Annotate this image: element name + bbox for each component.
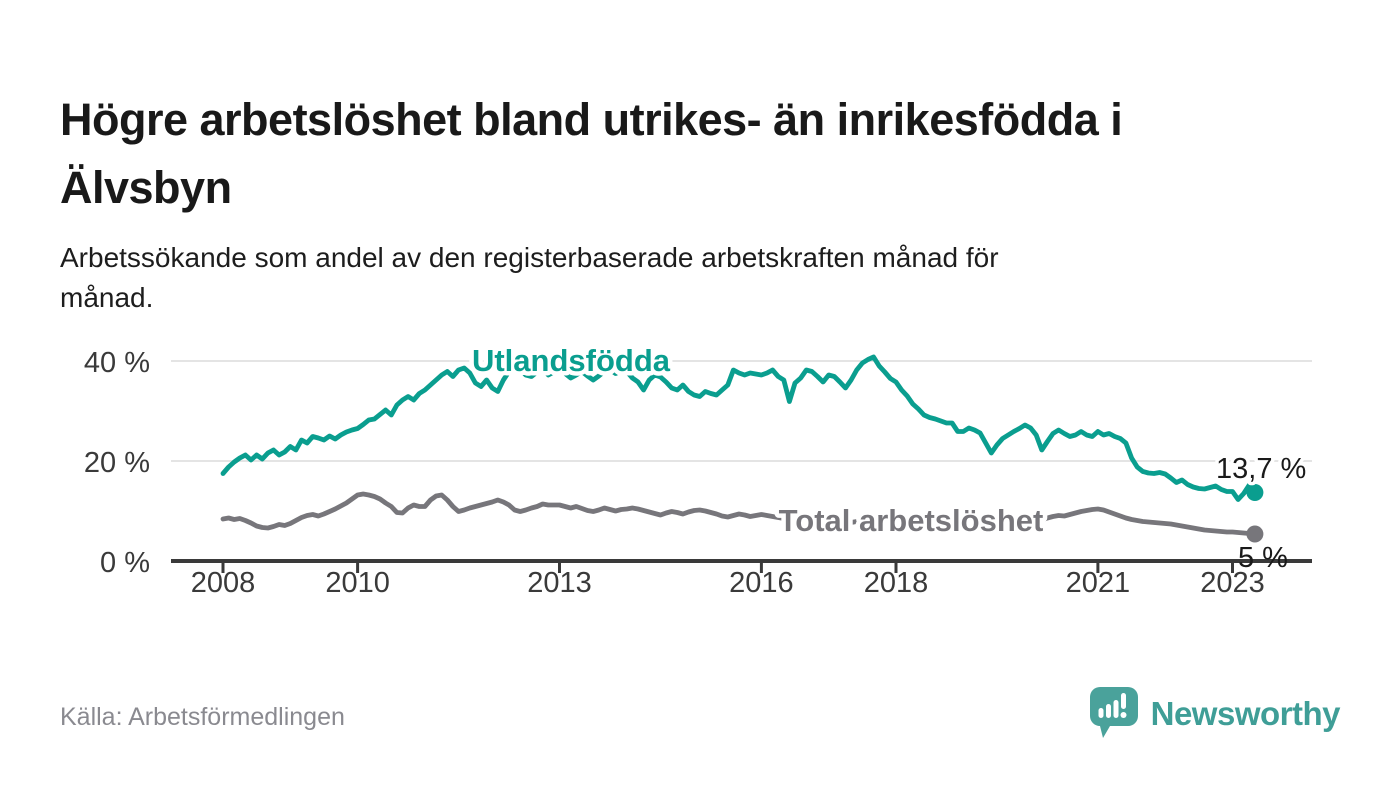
source-note: Källa: Arbetsförmedlingen [60,703,345,731]
y-tick-label: 40 % [84,347,150,379]
total-series-label: Total arbetslöshet [779,503,1044,538]
logo-speech-bubble-icon [1089,687,1138,738]
chart-title: Högre arbetslöshet bland utrikes- än inr… [60,94,1123,214]
series-lines [220,354,1264,543]
axes: 0 % 20 % 40 % 2008 2010 2013 2016 2018 2021 2023 [84,347,1312,599]
x-tick-label: 2010 [325,567,390,599]
utlandsfodda-value-label: 13,7 % [1216,453,1306,485]
logo-wordmark: Newsworthy [1150,695,1341,732]
x-tick-label: 2016 [729,567,794,599]
y-tick-label: 20 % [84,447,150,479]
total-arbetsloshet-line [220,491,1258,537]
utlandsfodda-end-dot [1246,484,1264,501]
gridlines [171,360,1312,462]
total-value-label: 5 % [1238,542,1288,574]
utlandsfodda-series-label: Utlandsfödda [472,343,671,378]
total-end-dot [1246,525,1264,543]
x-tick-label: 2023 [1200,567,1265,599]
x-tick-label: 2021 [1066,567,1131,599]
chart-subtitle: Arbetssökande som andel av den registerb… [60,242,999,313]
x-tick-label: 2008 [191,567,256,599]
utlandsfodda-line [220,354,1258,502]
x-tick-label: 2018 [864,567,929,599]
x-tick-label: 2013 [527,567,592,599]
newsworthy-logo: Newsworthy [1089,686,1341,742]
y-tick-label: 0 % [100,547,150,579]
